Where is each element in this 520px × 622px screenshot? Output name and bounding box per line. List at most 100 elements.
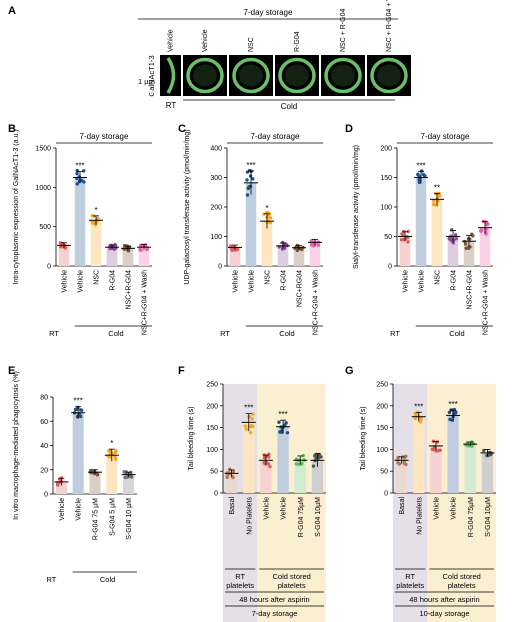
panel-title: 7-day storage [80, 132, 129, 141]
y-tick-label: 0 [44, 492, 48, 499]
category-label: NSC [265, 270, 272, 285]
category-label: R-G04 75 µM [93, 498, 100, 540]
data-point [78, 414, 83, 419]
panel-letter: E [8, 365, 15, 377]
data-point [282, 246, 287, 250]
y-tick-label: 100 [210, 234, 222, 241]
data-point [264, 461, 269, 465]
data-point [399, 238, 404, 242]
micrograph-1 [160, 55, 181, 96]
category-label: Vehicle [281, 497, 288, 520]
axis-label-y: UDP-galactosyl transferase activity (pmo… [184, 129, 191, 284]
data-point [75, 415, 80, 419]
category-label: No Platelets [246, 497, 253, 535]
y-tick-label: 0 [388, 264, 392, 271]
data-point [316, 243, 321, 247]
group-label-line1: RT [235, 572, 245, 581]
group-label: RT [49, 329, 59, 338]
data-point [229, 244, 233, 248]
panel-e: E 0 20 40 60 80 In vitro macrophage-mediated p… [8, 365, 137, 584]
data-point [283, 423, 287, 427]
y-tick-label: 100 [380, 205, 392, 212]
y-tick-label: 20 [40, 467, 48, 474]
panel-letter: C [178, 123, 186, 135]
y-tick-label: 250 [206, 382, 218, 389]
data-point [78, 408, 83, 412]
data-point [123, 475, 128, 480]
y-tick-label: 200 [376, 403, 388, 410]
data-point [294, 462, 299, 466]
y-tick-label: 500 [39, 224, 51, 231]
category-label: Basal [399, 497, 406, 515]
significance-star: *** [448, 400, 457, 409]
significance-star: *** [414, 402, 423, 411]
significance-star: * [110, 439, 113, 448]
data-point [418, 420, 422, 424]
group-label: RT [390, 329, 400, 338]
group-label: Cold [279, 329, 294, 338]
category-label: Vehicle [76, 498, 83, 521]
bar [138, 247, 150, 266]
bar [293, 247, 305, 266]
group-label: Cold [449, 329, 464, 338]
platelet-outline [186, 57, 224, 94]
platelet-fill [377, 64, 401, 87]
platelet-outline [278, 57, 316, 94]
data-point [437, 448, 441, 453]
data-point [480, 228, 484, 232]
category-label: S-G04 5 µM [109, 498, 116, 536]
axis-label-y: Sialyl-transferase activity (pmol/min/mg… [353, 145, 360, 269]
bar [399, 236, 411, 266]
category-label: Vehicle [78, 270, 85, 293]
data-point [406, 229, 410, 234]
data-point [470, 444, 474, 448]
platelet-outline [370, 57, 408, 94]
panel-letter: D [345, 123, 353, 135]
platelet-fill [285, 64, 309, 87]
panel-g: G 0 50 100 150 200 250 Tail bleeding time (s) Ba… [345, 365, 496, 622]
y-tick-label: 150 [206, 425, 218, 432]
group-label: Cold [281, 102, 297, 111]
panel-c: C 7-day storage 0 100 200 300 400 UDP-galactosy… [178, 123, 323, 338]
data-point [107, 449, 111, 453]
significance-star: *** [246, 161, 255, 170]
data-point [243, 424, 248, 428]
data-point [423, 174, 427, 178]
bar [311, 460, 324, 493]
category-label: NSC+R-G04 + Wash [483, 270, 490, 335]
axis-label-y: In vitro macrophage-mediated phagocytosi… [13, 371, 20, 520]
data-point [481, 219, 485, 223]
y-tick-label: 80 [40, 395, 48, 402]
y-tick-label: 50 [380, 469, 388, 476]
bar [463, 241, 475, 266]
bar [464, 444, 476, 493]
bar [479, 227, 491, 266]
data-point [453, 233, 458, 237]
data-point [138, 248, 143, 252]
image-label: Vehicle [168, 29, 175, 52]
data-point [416, 172, 420, 177]
category-label: NSC [94, 270, 101, 285]
data-point [112, 247, 116, 251]
micrograph-5 [321, 55, 365, 96]
data-point [413, 416, 418, 421]
data-point [454, 411, 458, 415]
category-label: No Platelets [416, 497, 423, 535]
data-point [317, 455, 322, 459]
data-point [268, 464, 272, 469]
category-label: R-G04 [281, 270, 288, 291]
panel-letter: G [345, 365, 354, 377]
panel-title: 7-day storage [244, 8, 293, 17]
data-point [431, 447, 436, 452]
bar [225, 473, 238, 493]
bar [74, 177, 86, 266]
category-label: Vehicle [249, 270, 256, 293]
y-tick-label: 0 [384, 491, 388, 498]
data-point [434, 192, 439, 196]
bar [481, 452, 494, 493]
data-point [245, 178, 249, 182]
bar [55, 481, 67, 494]
significance-star: * [265, 204, 268, 213]
category-label: Vehicle [433, 497, 440, 520]
data-point [225, 475, 229, 480]
